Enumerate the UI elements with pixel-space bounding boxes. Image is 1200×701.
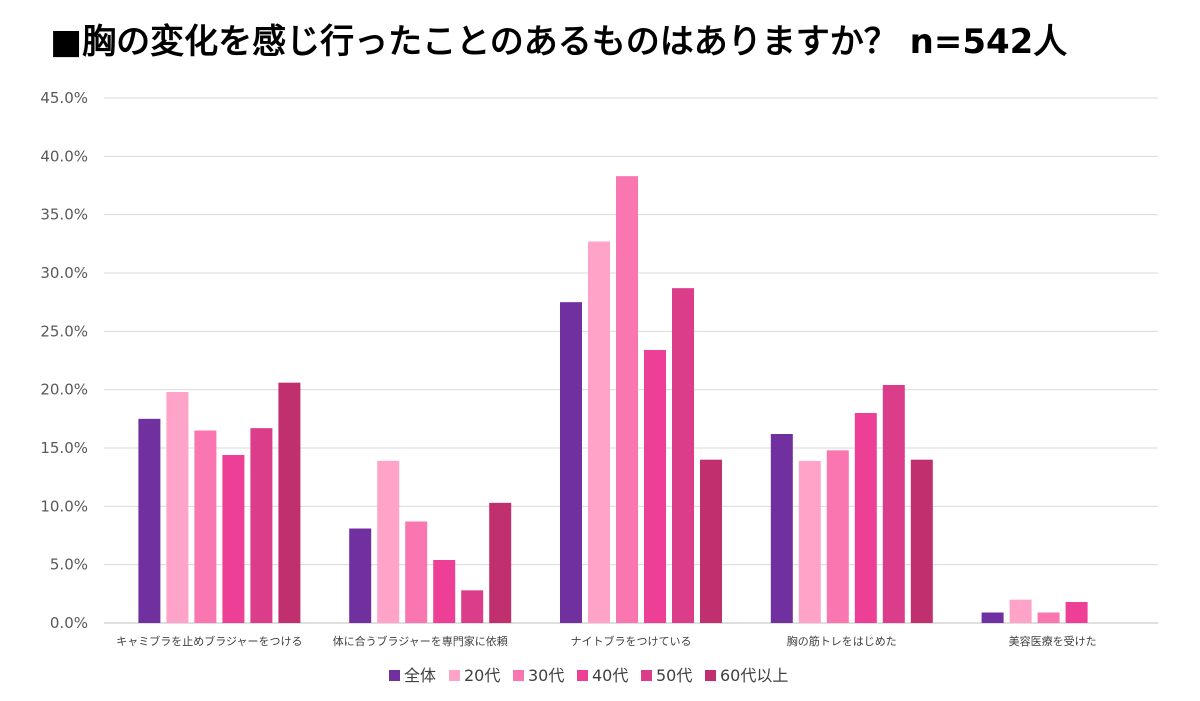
legend-swatch [705,670,716,681]
x-category-label: 胸の筋トレをはじめた [787,634,897,648]
bar [616,176,638,623]
y-tick-label: 35.0% [40,206,88,224]
bar [489,502,512,623]
bar [349,528,372,623]
bar [250,428,273,623]
y-tick-label: 25.0% [40,322,88,340]
bar [882,385,905,623]
bar [1009,599,1032,623]
legend-label: 60代以上 [720,666,788,685]
bar [588,241,610,623]
legend-label: 30代 [528,666,564,685]
bar [166,392,189,623]
bar [222,455,245,623]
x-category-label: キャミブラを止めブラジャーをつける [116,634,302,648]
bar [433,560,456,623]
legend: 全体 20代 30代 40代 50代 60代以上 [389,666,788,685]
legend-swatch [389,670,400,681]
legend-label: 全体 [404,666,436,685]
bar [644,350,666,623]
bar [981,612,1004,623]
bar [405,521,428,623]
y-tick-label: 15.0% [40,439,88,457]
bar [1065,602,1088,623]
legend-swatch [449,670,460,681]
y-axis: 0.0% 5.0% 10.0% 15.0% 20.0% 25.0% 30.0% 35.0% 40… [40,89,88,632]
bar [910,459,933,623]
legend-swatch [641,670,652,681]
bar [770,434,793,623]
bar [194,430,217,623]
bars [138,176,1088,623]
bar [377,460,400,623]
y-tick-label: 5.0% [50,556,88,574]
legend-label: 50代 [656,666,692,685]
bar [1037,612,1060,623]
legend-label: 40代 [592,666,628,685]
chart-title: ■胸の変化を感じ行ったことのあるものはありますか？ n=542人 [50,22,1068,62]
x-category-label: ナイトブラをつけている [571,634,692,648]
y-tick-label: 40.0% [40,147,88,165]
bar [700,459,722,623]
x-category-label: 美容医療を受けた [1009,634,1097,648]
bar [138,418,161,623]
y-tick-label: 0.0% [50,614,88,632]
bar [798,460,821,623]
legend-label: 20代 [464,666,500,685]
legend-swatch [577,670,588,681]
bar [278,382,301,623]
y-tick-label: 20.0% [40,381,88,399]
bar [672,288,694,623]
x-axis: キャミブラを止めブラジャーをつける 体に合うブラジャーを専門家に依頼 ナイトブラをつ… [116,634,1096,648]
legend-swatch [513,670,524,681]
bar [560,302,582,623]
bar [461,590,484,623]
x-category-label: 体に合うブラジャーを専門家に依頼 [333,634,508,648]
y-tick-label: 45.0% [40,89,88,107]
bar [826,450,849,623]
bar [854,413,877,623]
y-tick-label: 30.0% [40,264,88,282]
y-tick-label: 10.0% [40,497,88,515]
